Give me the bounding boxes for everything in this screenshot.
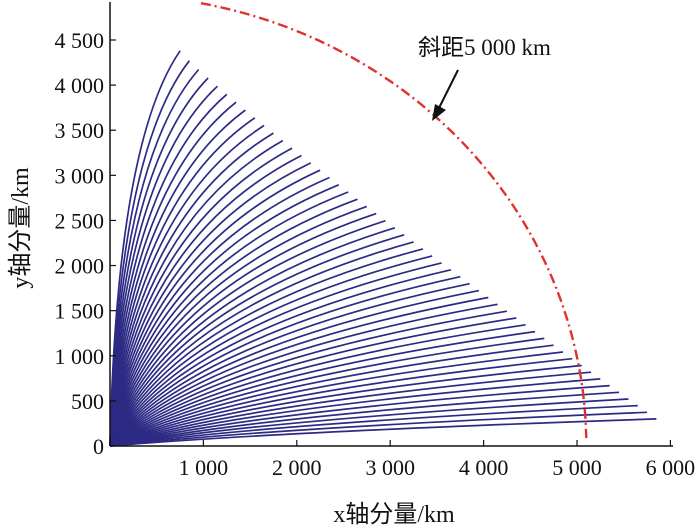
fan-curve (109, 289, 480, 447)
x-tick-label: 6 000 (646, 455, 696, 480)
fan-curve (109, 132, 274, 447)
fan-curve (109, 344, 554, 447)
y-tick-label: 3 500 (55, 118, 105, 143)
y-tick-label: 4 500 (55, 28, 105, 53)
fan-curve (109, 176, 330, 447)
fan-curve (109, 241, 414, 447)
y-axis-title: y轴分量/km (7, 167, 34, 289)
fan-curve (109, 323, 526, 447)
fan-curve (109, 351, 564, 447)
y-tick-label: 1 500 (55, 299, 105, 324)
x-tick-label: 3 000 (365, 455, 415, 480)
fan-curve (109, 364, 582, 447)
fan-curve (109, 384, 610, 447)
y-tick-label: 3 000 (55, 163, 105, 188)
fan-curve (109, 139, 284, 447)
y-tick-label: 0 (93, 434, 104, 459)
fan-curve (109, 212, 377, 447)
fan-curve (109, 169, 321, 447)
fan-curve (109, 391, 620, 447)
x-tick-label: 5 000 (552, 455, 602, 480)
fan-curve (109, 303, 498, 447)
fan-curve (109, 310, 508, 447)
y-tick-label: 4 000 (55, 73, 105, 98)
fan-curve (109, 162, 312, 447)
fan-curve (109, 296, 489, 447)
fan-curve (109, 154, 302, 447)
y-tick-label: 500 (71, 389, 104, 414)
fan-curve (109, 268, 452, 447)
fan-curve (109, 147, 293, 447)
fan-curve (109, 184, 340, 447)
fan-curve (109, 317, 517, 447)
fan-curve (109, 255, 433, 447)
fan-curve (109, 198, 358, 447)
fan-curve (109, 371, 592, 447)
x-ticks: 1 000 2 000 3 000 4 000 5 000 6 000 (179, 440, 696, 480)
fan-curve (109, 357, 573, 447)
fan-curve (109, 282, 470, 447)
y-ticks: 0 500 1 000 1 500 2 000 2 500 3 000 3 500 4 000 4… (55, 28, 116, 459)
annotation: 斜距5 000 km (418, 35, 551, 121)
x-tick-label: 2 000 (272, 455, 322, 480)
fan-curve (109, 248, 424, 447)
fan-curve (109, 233, 405, 447)
fan-curve (109, 262, 442, 447)
y-tick-label: 1 000 (55, 344, 105, 369)
fan-curve (109, 191, 349, 447)
fan-curve (109, 337, 545, 447)
annotation-arrow-head (432, 104, 446, 121)
x-axis-title: x轴分量/km (333, 501, 455, 528)
x-tick-label: 1 000 (179, 455, 229, 480)
fan-curve (109, 411, 648, 447)
fan-curve (109, 205, 368, 447)
annotation-label: 斜距5 000 km (418, 35, 551, 60)
fan-curve (109, 226, 396, 447)
fan-curve (109, 378, 601, 447)
slant-range-arc (200, 2, 588, 439)
y-tick-label: 2 000 (55, 254, 105, 279)
fan-curve (109, 275, 461, 447)
fan-curve (109, 219, 386, 447)
fan-curve (109, 398, 629, 447)
fan-curve (109, 330, 536, 447)
annotation-arrow-shaft (437, 69, 459, 111)
fan-curve (109, 404, 638, 447)
y-tick-label: 2 500 (55, 208, 105, 233)
fan-curves (109, 50, 657, 447)
x-tick-label: 4 000 (459, 455, 509, 480)
fan-curve (109, 418, 657, 447)
